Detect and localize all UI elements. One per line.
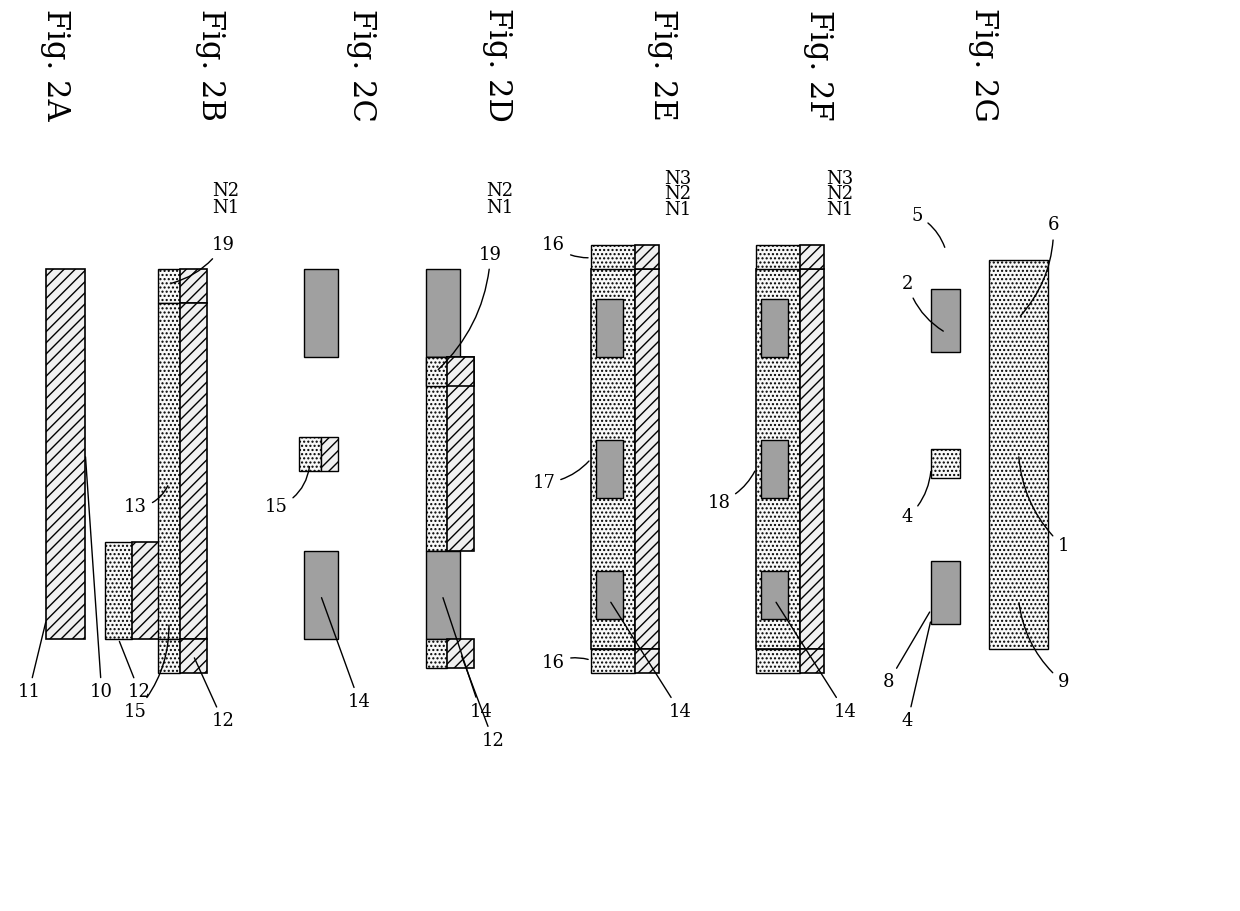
Bar <box>761 571 789 619</box>
Text: 16: 16 <box>542 236 588 258</box>
Bar <box>104 541 131 639</box>
Bar <box>446 357 474 386</box>
Text: 14: 14 <box>443 598 492 721</box>
Bar <box>304 551 339 639</box>
Bar <box>756 270 800 649</box>
Text: 14: 14 <box>776 602 857 721</box>
Bar <box>299 436 321 471</box>
Text: N3: N3 <box>826 169 853 188</box>
Bar <box>446 639 474 668</box>
Bar <box>304 270 339 357</box>
Text: N1: N1 <box>486 199 513 217</box>
Text: 4: 4 <box>901 622 930 731</box>
Text: 12: 12 <box>461 656 505 750</box>
Bar <box>800 270 825 649</box>
Bar <box>931 561 960 624</box>
Bar <box>180 303 207 639</box>
Text: N2: N2 <box>663 185 691 203</box>
Text: N2: N2 <box>212 182 239 200</box>
Bar <box>931 449 960 478</box>
Text: 19: 19 <box>438 246 502 370</box>
Text: Fig. 2F: Fig. 2F <box>802 10 833 120</box>
Text: 19: 19 <box>171 236 234 283</box>
Text: 9: 9 <box>1019 603 1069 691</box>
Bar <box>635 245 658 270</box>
Text: 8: 8 <box>883 612 930 691</box>
Text: 17: 17 <box>532 461 589 492</box>
Text: N3: N3 <box>663 169 691 188</box>
Bar <box>590 649 635 673</box>
Bar <box>425 639 446 668</box>
Bar <box>425 357 446 551</box>
FancyBboxPatch shape <box>46 270 86 639</box>
Text: 5: 5 <box>911 207 945 247</box>
Bar <box>635 270 658 649</box>
Bar <box>180 639 207 673</box>
Bar <box>425 551 460 639</box>
Bar <box>590 270 635 649</box>
Text: Fig. 2D: Fig. 2D <box>482 8 513 122</box>
Text: Fig. 2A: Fig. 2A <box>40 9 71 121</box>
Bar <box>425 270 460 357</box>
FancyBboxPatch shape <box>131 541 159 639</box>
Text: N2: N2 <box>486 182 513 200</box>
Text: Fig. 2G: Fig. 2G <box>968 8 999 122</box>
Text: N2: N2 <box>826 185 853 203</box>
Bar <box>321 436 339 471</box>
Bar <box>180 270 207 303</box>
Bar <box>756 649 800 673</box>
Bar <box>761 299 789 357</box>
Bar <box>635 649 658 673</box>
Text: 16: 16 <box>542 654 588 672</box>
Bar <box>595 571 622 619</box>
Bar <box>425 357 446 386</box>
Bar <box>761 439 789 497</box>
Text: 12: 12 <box>119 641 151 701</box>
Text: N1: N1 <box>663 201 691 219</box>
Text: N1: N1 <box>212 199 239 217</box>
Bar <box>159 303 180 639</box>
Text: 11: 11 <box>17 622 46 701</box>
Bar <box>159 639 180 673</box>
Text: N1: N1 <box>826 201 853 219</box>
Text: Fig. 2E: Fig. 2E <box>647 9 678 121</box>
Text: 2: 2 <box>901 275 944 331</box>
Text: 15: 15 <box>265 466 310 517</box>
Text: Fig. 2B: Fig. 2B <box>195 9 226 121</box>
Bar <box>595 439 622 497</box>
Text: 4: 4 <box>901 471 931 527</box>
Text: 18: 18 <box>708 471 755 512</box>
Bar <box>800 649 825 673</box>
Text: 10: 10 <box>86 456 113 701</box>
Text: 12: 12 <box>195 658 234 731</box>
Bar <box>800 245 825 270</box>
Bar <box>990 260 1048 649</box>
Text: 6: 6 <box>1021 217 1059 316</box>
Text: 15: 15 <box>124 625 169 721</box>
Bar <box>446 357 474 551</box>
Text: 13: 13 <box>124 486 167 517</box>
Bar <box>931 289 960 352</box>
Bar <box>159 270 180 303</box>
Bar <box>756 245 800 270</box>
Bar <box>590 245 635 270</box>
Text: 1: 1 <box>1019 456 1069 556</box>
Text: 14: 14 <box>321 598 371 711</box>
Text: 14: 14 <box>611 602 692 721</box>
Text: Fig. 2C: Fig. 2C <box>346 9 377 122</box>
Bar <box>595 299 622 357</box>
